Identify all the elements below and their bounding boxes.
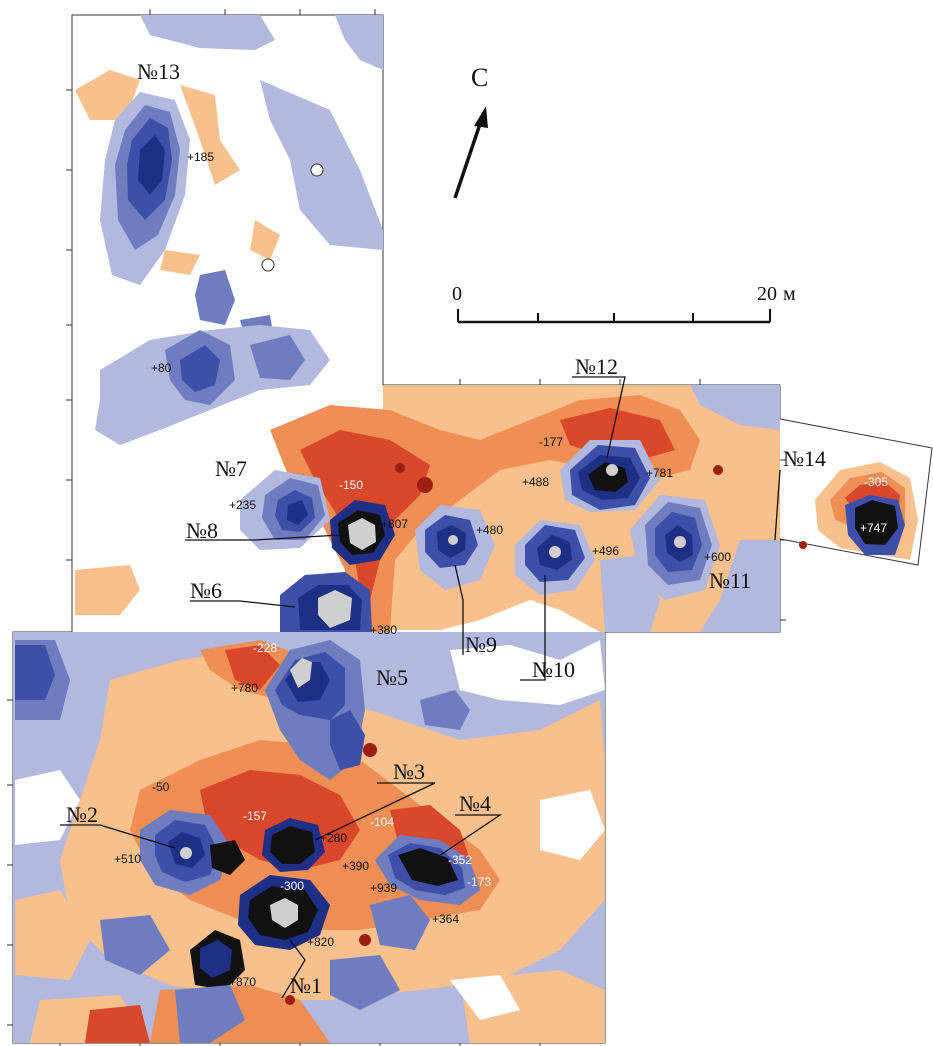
value-annotations: +185 +80 +235 -150 +807 +480 -177 +488 +… <box>114 150 888 989</box>
value-label: +600 <box>704 550 731 564</box>
value-label: +870 <box>229 975 256 989</box>
value-label: +780 <box>231 681 258 695</box>
value-label: +781 <box>646 466 673 480</box>
value-label: -300 <box>280 879 304 893</box>
value-label: +480 <box>476 523 503 537</box>
value-label: +280 <box>320 831 347 845</box>
label-4: №4 <box>459 791 491 816</box>
value-label: -177 <box>539 435 563 449</box>
value-label: +510 <box>114 852 141 866</box>
value-label: +807 <box>381 517 408 531</box>
scale-unit-label: м <box>783 283 796 305</box>
scale-start-label: 0 <box>452 283 462 305</box>
block-north-west <box>75 15 383 615</box>
value-label: +820 <box>307 935 334 949</box>
value-label: -50 <box>152 780 170 794</box>
value-label: -150 <box>339 478 363 492</box>
value-label: +364 <box>432 912 459 926</box>
value-label: -104 <box>370 815 394 829</box>
label-3: №3 <box>393 759 425 784</box>
leader-lines <box>60 376 781 999</box>
label-8: №8 <box>186 518 218 543</box>
value-label: +380 <box>370 623 397 637</box>
scale-end-label: 20 <box>757 283 777 305</box>
value-label: +390 <box>342 859 369 873</box>
north-label: С <box>471 63 488 92</box>
label-2: №2 <box>66 802 98 827</box>
label-1: №1 <box>290 973 322 998</box>
label-6: №6 <box>190 578 222 603</box>
value-label: +80 <box>151 361 172 375</box>
frame-ticks <box>7 9 786 1046</box>
value-label: -173 <box>467 875 491 889</box>
label-7: №7 <box>215 456 247 481</box>
value-label: -228 <box>253 641 277 655</box>
value-label: -157 <box>243 809 267 823</box>
label-14: №14 <box>783 446 826 471</box>
value-label: +235 <box>229 498 256 512</box>
value-label: +939 <box>370 881 397 895</box>
block-14 <box>799 462 918 560</box>
label-11: №11 <box>709 568 751 593</box>
value-label: -352 <box>448 853 472 867</box>
value-label: -305 <box>864 475 888 489</box>
label-12: №12 <box>575 354 618 379</box>
scale-bar: 0 20 м <box>452 283 796 324</box>
block-south <box>13 632 605 1043</box>
label-10: №10 <box>532 657 575 682</box>
value-label: +488 <box>522 475 549 489</box>
label-9: №9 <box>465 632 497 657</box>
value-label: +496 <box>592 544 619 558</box>
value-label: +185 <box>187 150 214 164</box>
anomaly-labels: №13 №7 №8 №6 №9 №10 №11 №12 №14 №5 №3 №4… <box>66 59 826 998</box>
label-5: №5 <box>376 665 408 690</box>
label-13: №13 <box>137 59 180 84</box>
block-east <box>240 385 780 632</box>
value-label: +747 <box>860 521 887 535</box>
north-arrow: С <box>453 63 488 199</box>
